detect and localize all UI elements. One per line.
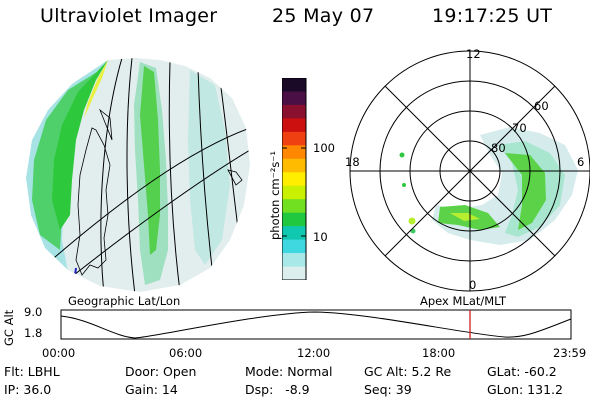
colorbar-band bbox=[282, 239, 306, 254]
timeline-ymax: 9.0 bbox=[24, 305, 43, 319]
right-map-caption: Apex MLat/MLT bbox=[420, 294, 507, 308]
status-gain: Gain: 14 bbox=[125, 382, 178, 397]
colorbar-band bbox=[282, 185, 306, 200]
colorbar-band bbox=[282, 118, 306, 133]
colorbar bbox=[282, 78, 307, 280]
status-mode: Mode: Normal bbox=[245, 364, 333, 379]
status-door: Door: Open bbox=[125, 364, 197, 379]
colorbar-gradient bbox=[282, 78, 306, 280]
mlat-label-70: 70 bbox=[512, 121, 527, 135]
polar-map bbox=[349, 50, 590, 292]
left-map-caption: Geographic Lat/Lon bbox=[68, 294, 181, 308]
status-gc-alt: GC Alt: 5.2 Re bbox=[364, 364, 452, 379]
status-dsp: Dsp: -8.9 bbox=[245, 382, 310, 397]
colorbar-band bbox=[282, 131, 306, 146]
status-filter: Flt: LBHL bbox=[4, 364, 60, 379]
mlt-label-12: 12 bbox=[466, 47, 481, 61]
mlt-label-18: 18 bbox=[345, 155, 360, 169]
colorbar-band bbox=[282, 145, 306, 160]
mlat-label-60: 60 bbox=[534, 99, 549, 113]
status-ip: IP: 36.0 bbox=[4, 382, 52, 397]
status-glat: GLat: -60.2 bbox=[487, 364, 557, 379]
altitude-plot bbox=[60, 309, 572, 340]
colorbar-band bbox=[282, 199, 306, 214]
colorbar-band bbox=[282, 158, 306, 173]
header-time: 19:17:25 UT bbox=[432, 5, 553, 27]
colorbar-tick-100: 100 bbox=[313, 141, 335, 155]
timeline-tick-3: 18:00 bbox=[422, 346, 456, 360]
colorbar-unit-label: photon cm⁻²s⁻¹ bbox=[268, 151, 282, 240]
colorbar-band bbox=[282, 91, 306, 106]
mlt-label-6: 6 bbox=[577, 155, 585, 169]
timeline-axis-label: GC Alt bbox=[2, 309, 16, 346]
header-date: 25 May 07 bbox=[272, 5, 375, 27]
timeline-tick-2: 12:00 bbox=[297, 346, 331, 360]
colorbar-band bbox=[282, 253, 306, 268]
timeline-tick-0: 00:00 bbox=[42, 346, 76, 360]
timeline-tick-1: 06:00 bbox=[169, 346, 203, 360]
colorbar-band bbox=[282, 226, 306, 241]
timeline-tick-4: 23:59 bbox=[553, 346, 587, 360]
status-glon: GLon: 131.2 bbox=[487, 382, 563, 397]
colorbar-band bbox=[282, 266, 306, 280]
mlat-label-80: 80 bbox=[491, 141, 506, 155]
colorbar-band bbox=[282, 104, 306, 119]
colorbar-band bbox=[282, 172, 306, 187]
instrument-title: Ultraviolet Imager bbox=[40, 5, 218, 27]
mlt-label-0: 0 bbox=[469, 278, 477, 292]
colorbar-band bbox=[282, 78, 306, 92]
colorbar-band bbox=[282, 212, 306, 227]
status-seq: Seq: 39 bbox=[364, 382, 412, 397]
timeline-ymin: 1.8 bbox=[24, 326, 43, 340]
colorbar-tick-10: 10 bbox=[313, 230, 328, 244]
